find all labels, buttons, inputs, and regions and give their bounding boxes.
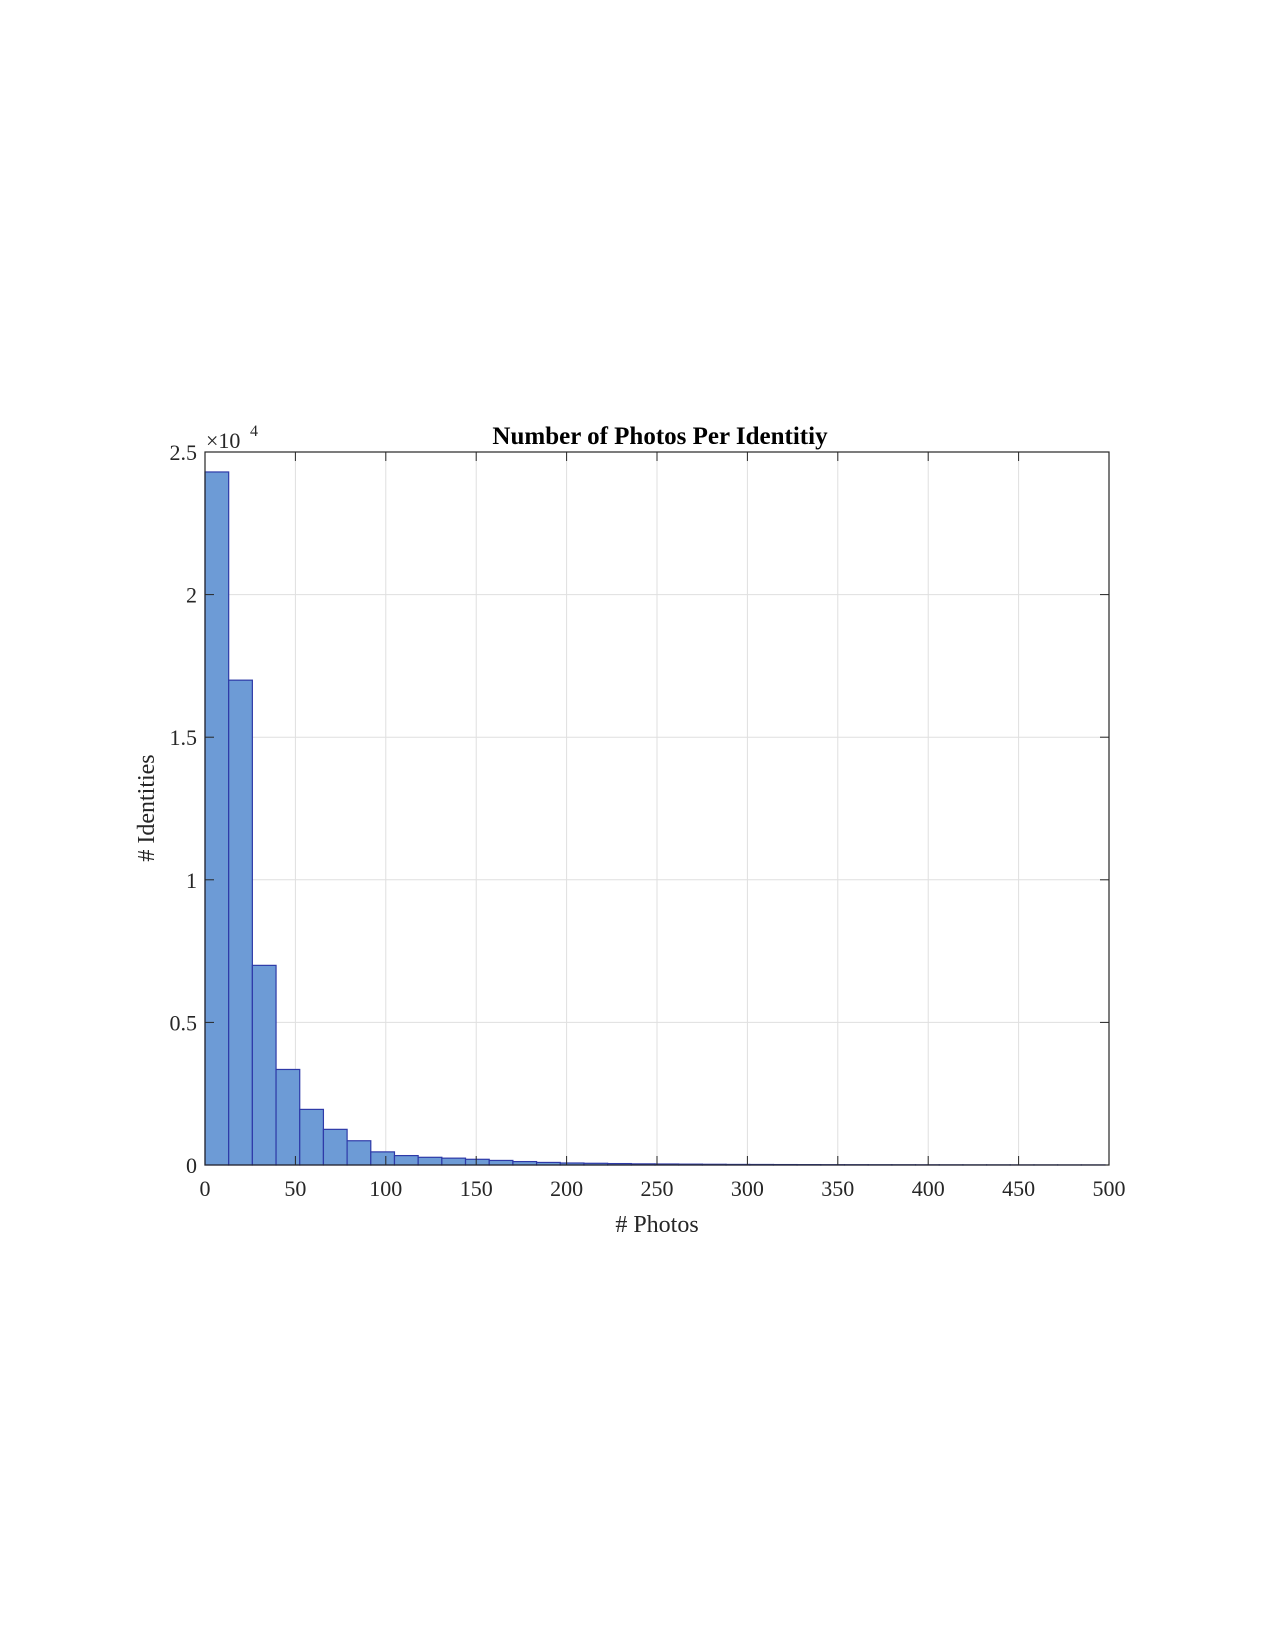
x-tick-label: 200: [550, 1176, 583, 1201]
x-tick-label: 250: [641, 1176, 674, 1201]
x-tick-label: 300: [731, 1176, 764, 1201]
y-tick-label: 2: [186, 583, 197, 608]
chart-title: Number of Photos Per Identitiy: [492, 423, 828, 450]
histogram-bar: [346, 1140, 372, 1166]
y-exponent-power: 4: [250, 423, 258, 440]
y-axis-label: # Identities: [134, 754, 160, 861]
y-tick-label: 1.5: [170, 725, 198, 750]
y-tick-label: 0: [186, 1153, 197, 1178]
histogram-bars: [204, 471, 1106, 1166]
histogram-bar: [299, 1108, 325, 1166]
x-tick-label: 400: [912, 1176, 945, 1201]
x-tick-label: 50: [284, 1176, 306, 1201]
histogram-bar: [464, 1158, 490, 1166]
histogram-bar: [204, 471, 230, 1166]
histogram-bar: [441, 1157, 467, 1166]
x-tick-labels: 0 50 100 150 200 250 300 350 400 450 500: [200, 1176, 1126, 1201]
histogram-bar: [488, 1159, 514, 1166]
histogram-bar: [251, 964, 277, 1166]
histogram-bar: [370, 1151, 396, 1166]
y-exponent-label: ×10 4: [206, 423, 258, 453]
y-tick-label: 2.5: [170, 440, 198, 465]
x-tick-label: 0: [200, 1176, 211, 1201]
x-axis-label: # Photos: [615, 1212, 698, 1238]
y-tick-label: 0.5: [170, 1010, 198, 1035]
y-tick-label: 1: [186, 868, 197, 893]
tick-marks: [204, 451, 1110, 1166]
y-exponent-base: ×10: [206, 428, 240, 453]
histogram-bar: [228, 679, 253, 1166]
x-tick-label: 100: [369, 1176, 402, 1201]
x-tick-label: 500: [1093, 1176, 1126, 1201]
x-tick-label: 350: [821, 1176, 854, 1201]
histogram-bar: [322, 1128, 348, 1166]
histogram-bar: [393, 1154, 419, 1166]
y-tick-labels: 0 0.5 1 1.5 2 2.5: [170, 440, 198, 1178]
x-tick-label: 450: [1002, 1176, 1035, 1201]
x-tick-label: 150: [460, 1176, 493, 1201]
histogram-bar: [275, 1068, 301, 1166]
histogram-bar: [417, 1156, 443, 1166]
grid-lines: [204, 451, 1110, 1166]
